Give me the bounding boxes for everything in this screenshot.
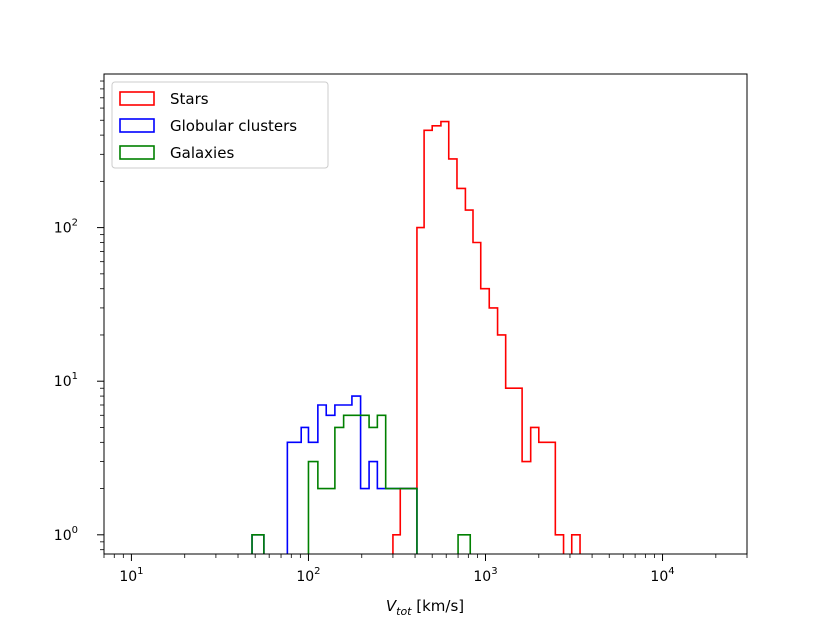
x-tick-label: 101 bbox=[119, 566, 143, 585]
legend-swatch bbox=[119, 91, 155, 106]
series-step-line bbox=[251, 414, 472, 554]
x-tick-label: 102 bbox=[296, 566, 320, 585]
series-step-line bbox=[251, 395, 418, 554]
y-tick-label: 102 bbox=[54, 218, 78, 237]
legend: Stars Globular clusters Galaxies bbox=[111, 81, 329, 169]
legend-swatch bbox=[119, 145, 155, 160]
series-globular-clusters bbox=[251, 395, 418, 554]
legend-frame bbox=[111, 81, 329, 169]
plot-frame bbox=[103, 73, 748, 555]
ticks-layer: 101 102 103 104 100 101 102 bbox=[54, 80, 748, 585]
x-tick-label: 103 bbox=[473, 566, 497, 585]
x-tick-label: 104 bbox=[650, 566, 674, 585]
series-galaxies bbox=[251, 414, 472, 554]
y-tick-label: 100 bbox=[54, 525, 78, 544]
series-layer bbox=[251, 120, 581, 554]
series-stars bbox=[392, 120, 581, 554]
x-axis-title: Vtot [km/s] bbox=[386, 597, 464, 618]
series-step-line bbox=[392, 120, 581, 554]
y-tick-label: 101 bbox=[54, 371, 78, 390]
legend-swatch bbox=[119, 118, 155, 133]
legend-label: Galaxies bbox=[170, 144, 234, 162]
legend-label: Globular clusters bbox=[170, 117, 297, 135]
legend-label: Stars bbox=[170, 90, 209, 108]
